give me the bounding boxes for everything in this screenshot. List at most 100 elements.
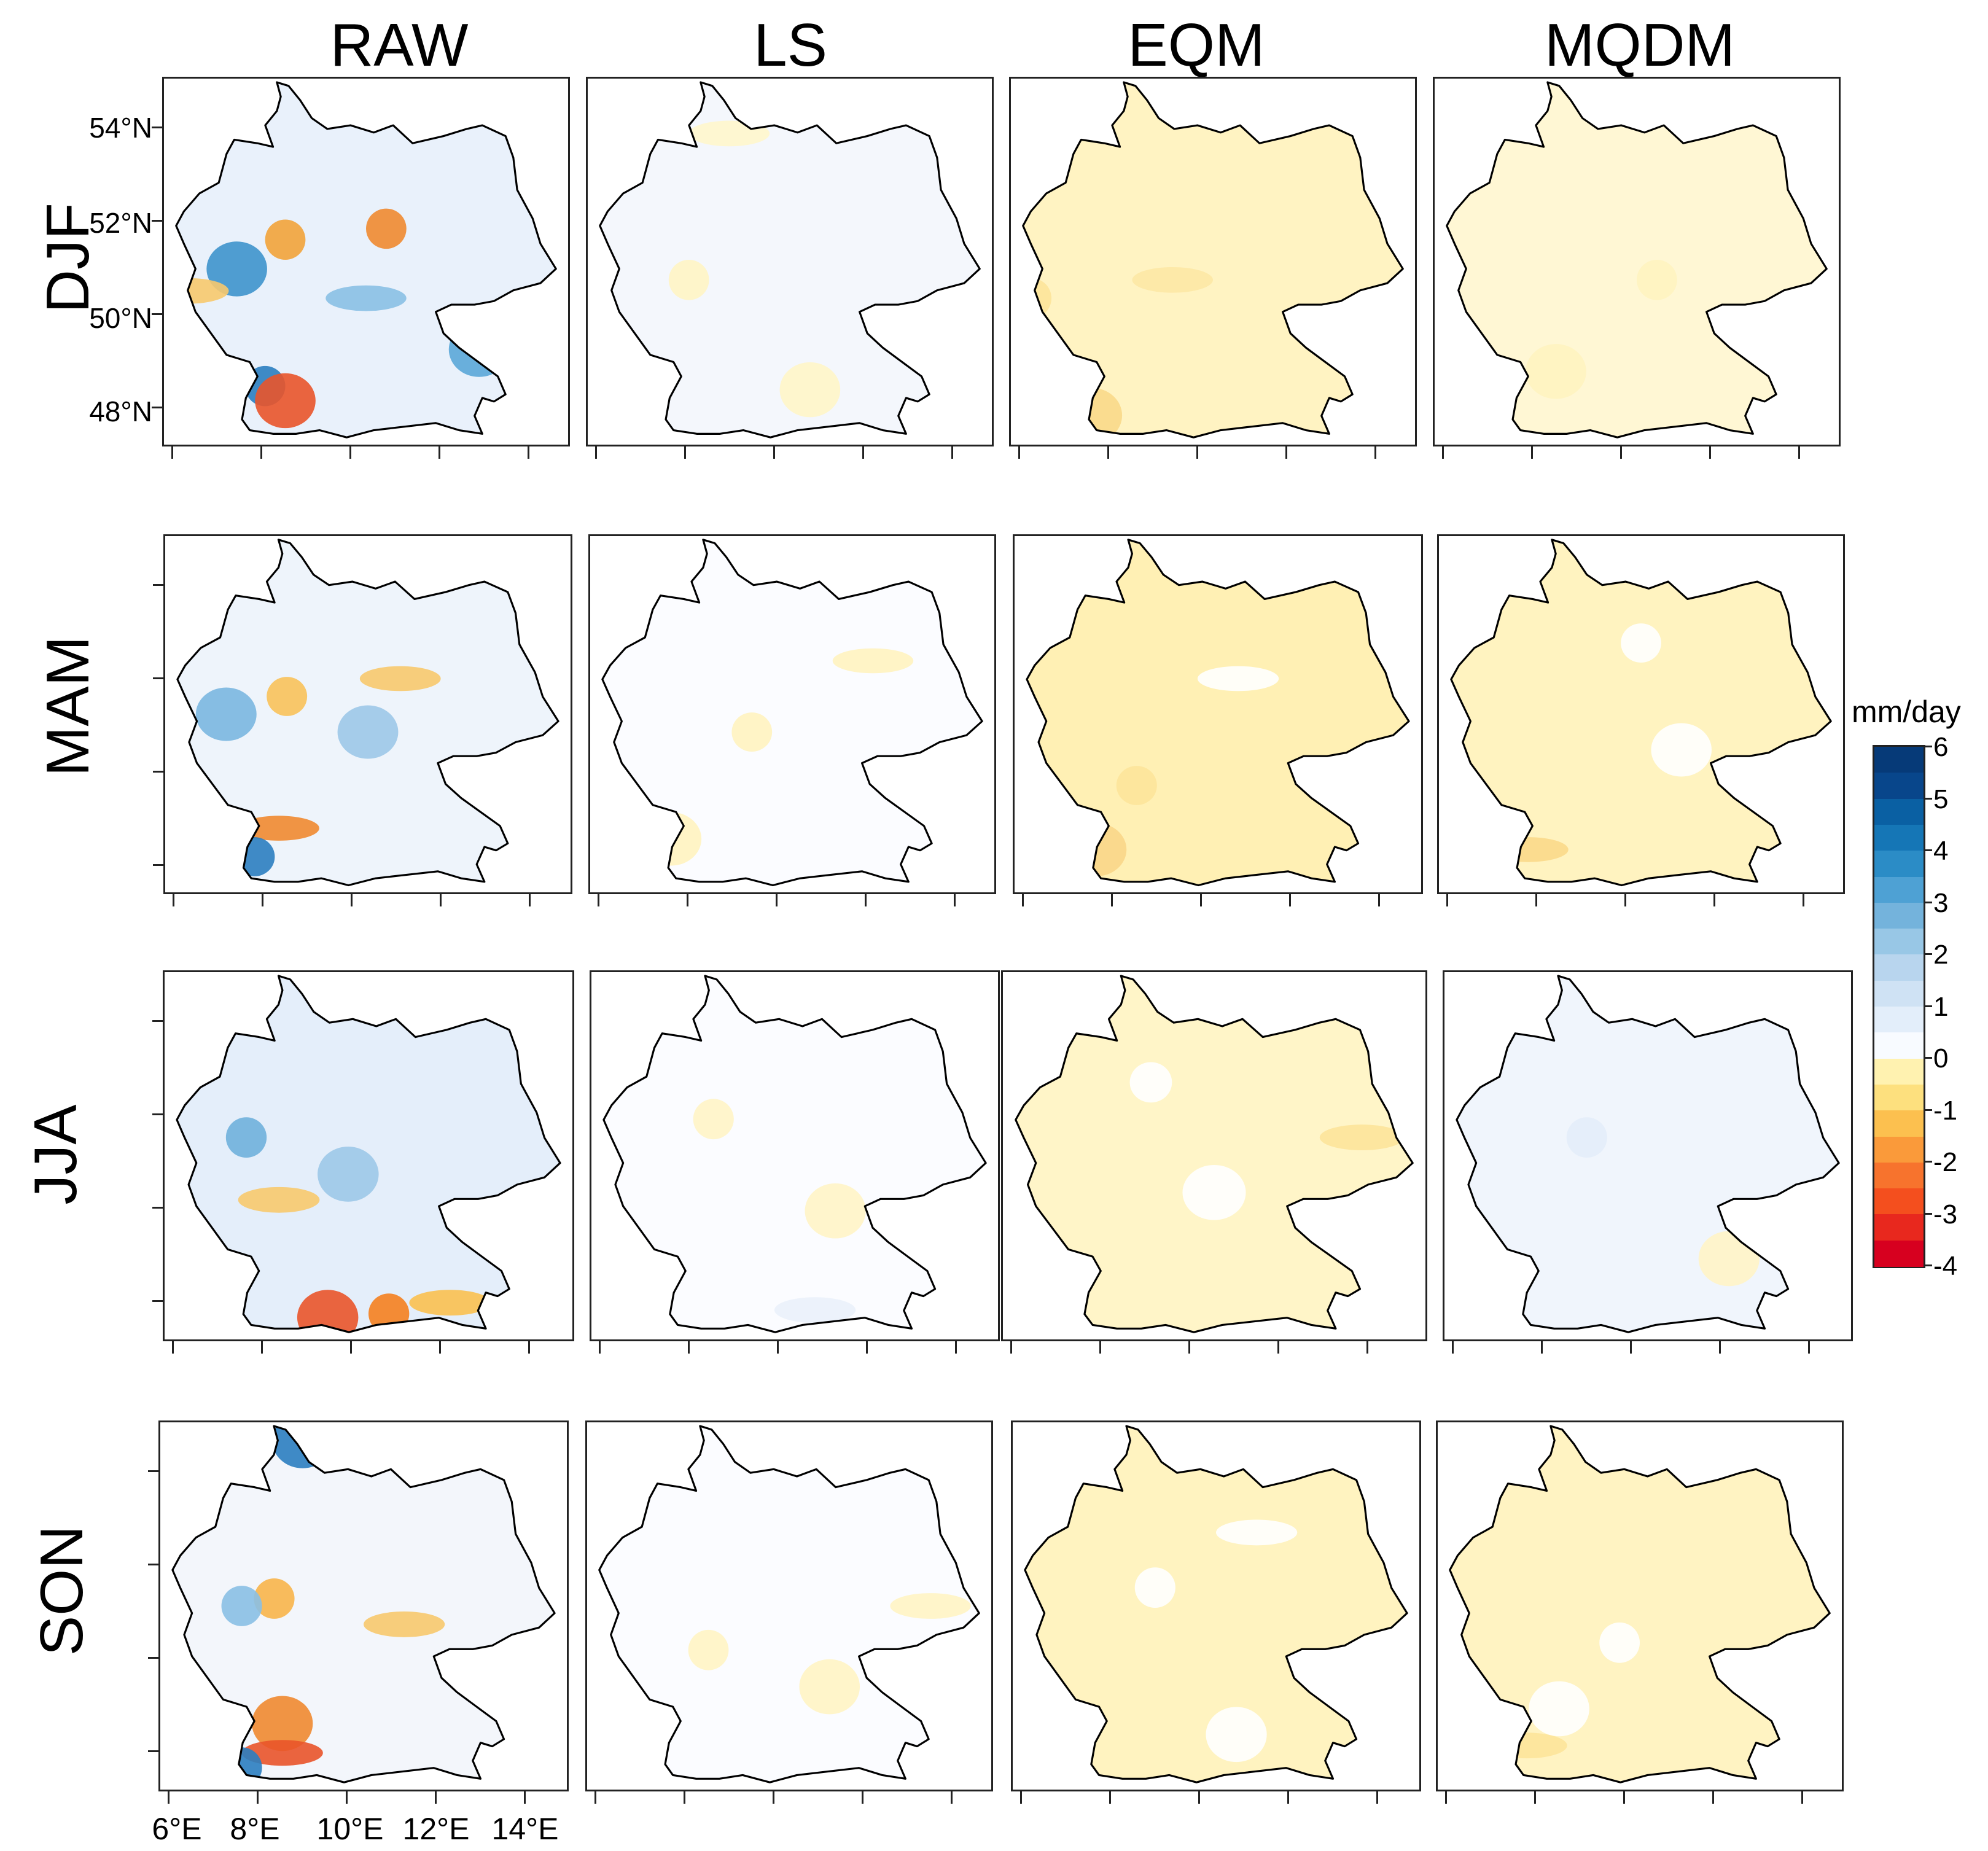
colorbar-tick xyxy=(1924,1109,1932,1111)
map-fill xyxy=(1456,975,1839,1333)
lon-tick xyxy=(262,894,263,906)
country-border xyxy=(1022,81,1404,438)
colorbar-segment xyxy=(1874,1110,1924,1137)
bias-patch xyxy=(1061,388,1123,438)
colorbar-label: 3 xyxy=(1933,887,1949,918)
bias-patch xyxy=(890,1593,971,1619)
lat-tick xyxy=(152,313,164,315)
colorbar-tick xyxy=(1924,1265,1932,1266)
colorbar-label: 4 xyxy=(1933,836,1949,866)
bias-patch xyxy=(234,837,275,876)
bias-patch xyxy=(252,1696,313,1752)
colorbar-tick xyxy=(1924,901,1932,903)
bias-patch xyxy=(1206,1707,1267,1763)
country-border xyxy=(1024,1425,1408,1783)
map-panel-jja-ls xyxy=(590,970,1000,1354)
lon-tick xyxy=(1200,894,1202,906)
lon-tick xyxy=(954,894,956,906)
lon-tick xyxy=(1196,446,1198,459)
lon-tick xyxy=(1289,894,1291,906)
bias-patch xyxy=(325,285,407,311)
bias-patch xyxy=(1023,278,1052,319)
lon-tick xyxy=(1376,1791,1378,1804)
lon-tick xyxy=(261,1341,263,1354)
germany-map xyxy=(1446,81,1828,438)
lon-tick xyxy=(1198,1791,1200,1804)
colorbar-segment xyxy=(1874,980,1924,1007)
lon-tick xyxy=(1442,446,1444,459)
lon-tick xyxy=(1801,1791,1803,1804)
bias-patch xyxy=(255,373,316,429)
country-border xyxy=(1446,81,1828,438)
lon-tick xyxy=(1630,1341,1632,1354)
lon-tick xyxy=(346,1791,348,1804)
lon-tick xyxy=(1018,446,1020,459)
lon-tick xyxy=(171,446,173,459)
lon-label-10e: 10°E xyxy=(316,1812,384,1846)
map-panel-mam-ls xyxy=(588,534,996,906)
column-title-mqdm: MQDM xyxy=(1544,11,1736,79)
lon-tick xyxy=(1541,1341,1543,1354)
bias-patch xyxy=(265,219,306,260)
map-fill xyxy=(603,975,986,1333)
bias-patch xyxy=(195,687,257,741)
colorbar-segment xyxy=(1874,798,1924,825)
bias-patch xyxy=(409,1290,491,1316)
lon-tick xyxy=(688,1341,690,1354)
lon-tick xyxy=(1446,894,1448,906)
lat-tick xyxy=(152,1300,165,1302)
germany-map xyxy=(1450,539,1832,887)
lat-tick xyxy=(153,864,165,866)
colorbar-tick xyxy=(1924,953,1932,955)
bias-patch xyxy=(688,1629,729,1670)
bias-patch xyxy=(693,1099,734,1140)
colorbar-tick xyxy=(1924,1212,1932,1215)
bias-patch xyxy=(1134,1567,1175,1608)
germany-map xyxy=(598,1425,980,1783)
lon-tick xyxy=(1712,1791,1714,1804)
lon-label-6e: 6°E xyxy=(152,1812,202,1846)
germany-map xyxy=(1449,1425,1831,1783)
column-title-raw: RAW xyxy=(330,11,469,79)
bias-patch xyxy=(779,362,841,418)
lon-tick xyxy=(1445,1791,1447,1804)
lon-tick xyxy=(524,1791,526,1804)
bias-patch xyxy=(206,241,267,297)
colorbar-segment xyxy=(1874,1136,1924,1163)
colorbar-label: 6 xyxy=(1933,732,1949,762)
country-border xyxy=(171,1425,556,1783)
map-panel-son-raw xyxy=(148,1420,569,1804)
colorbar-tick xyxy=(1924,1057,1932,1059)
colorbar-segment xyxy=(1874,1214,1924,1241)
colorbar-segment xyxy=(1874,824,1924,852)
row-title-jja: JJA xyxy=(21,1104,89,1205)
lon-tick xyxy=(862,446,864,459)
map-fill xyxy=(1026,539,1409,886)
lon-tick xyxy=(1010,1341,1012,1354)
lon-label-8e: 8°E xyxy=(230,1812,280,1846)
lat-label-48n: 48°N xyxy=(89,396,152,427)
row-title-mam: MAM xyxy=(34,636,101,777)
germany-map xyxy=(1456,975,1840,1333)
country-border xyxy=(602,975,987,1333)
bias-patch xyxy=(832,648,914,674)
lat-label-50n: 50°N xyxy=(89,302,152,334)
bias-patch xyxy=(238,816,319,841)
lon-tick xyxy=(1808,1341,1810,1354)
lat-label-52n: 52°N xyxy=(89,207,152,239)
bias-patch xyxy=(1529,1681,1589,1737)
bias-patch xyxy=(805,1183,866,1239)
colorbar-tick xyxy=(1924,1005,1932,1007)
lon-tick xyxy=(350,1341,352,1354)
lon-tick xyxy=(1107,446,1109,459)
lon-tick xyxy=(1109,1791,1111,1804)
colorbar-unit: mm/day xyxy=(1852,695,1961,729)
colorbar-label: -1 xyxy=(1933,1095,1958,1126)
bias-patch xyxy=(1486,1732,1567,1759)
lon-tick xyxy=(773,446,775,459)
colorbar-segment xyxy=(1874,1162,1924,1190)
lon-tick xyxy=(1366,1341,1368,1354)
bias-patch xyxy=(1651,723,1712,777)
bias-patch xyxy=(1182,1164,1246,1220)
row-title-son: SON xyxy=(28,1525,95,1656)
